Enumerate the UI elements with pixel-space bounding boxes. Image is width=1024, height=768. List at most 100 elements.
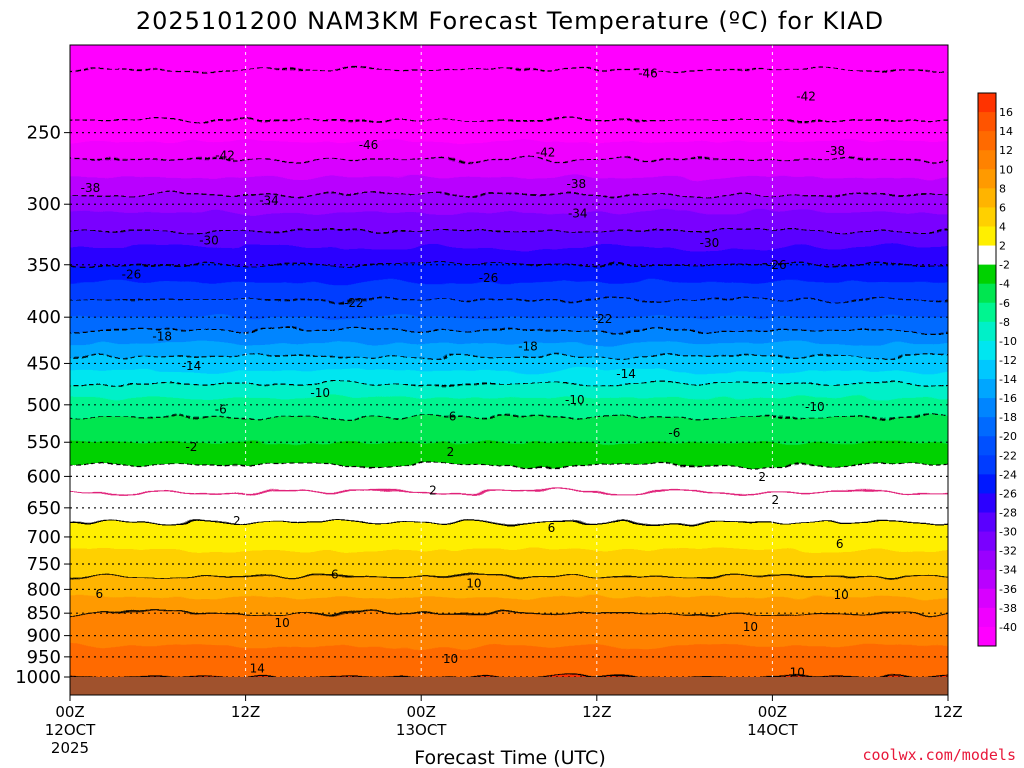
contour-label: -38 [567,177,587,191]
colorbar-label: -16 [999,392,1017,405]
colorbar-cell [978,626,996,647]
contour-label: -42 [536,146,556,160]
colorbar-label: -8 [999,316,1010,329]
contour-label: -18 [152,329,172,343]
y-tick-label: 700 [27,527,61,548]
x-tick-label: 14OCT [747,721,798,739]
colorbar-label: -18 [999,411,1017,424]
y-tick-label: 900 [27,626,61,647]
colorbar-cell [978,379,996,399]
colorbar-cell [978,283,996,304]
colorbar-cell [978,150,996,170]
colorbar-label: -10 [999,335,1017,348]
colorbar-cell [978,302,996,323]
colorbar-cell [978,93,996,113]
colorbar-cell [978,112,996,132]
x-tick-label: 12OCT [45,721,96,739]
x-tick-label: 00Z [758,703,787,721]
contour-label: -42 [215,149,235,163]
y-tick-label: 400 [27,307,61,328]
contour-label: 6 [331,567,339,581]
chart-title: 2025101200 NAM3KM Forecast Temperature (… [136,7,884,35]
contour-label: -34 [259,193,279,207]
colorbar-label: -22 [999,449,1017,462]
colorbar-label: 10 [999,163,1013,176]
contour-label: -22 [344,296,364,310]
colorbar-cell [978,131,996,151]
y-tick-label: 750 [27,554,61,575]
colorbar-cell [978,188,996,208]
contour-label: 10 [443,652,458,666]
contour-label: -26 [479,271,499,285]
contour-label: -38 [81,181,101,195]
contour-label: -22 [593,312,613,326]
colorbar-cell [978,264,996,285]
x-tick-label: 2025 [51,739,89,757]
plot-area: -46-42-46-42 -42 -38-38 -38-34-34-30 -30-26-… [69,44,949,696]
contour-label: -30 [700,236,720,250]
contour-label: -6 [444,409,456,423]
contour-label: -38 [826,144,846,158]
colorbar-label: -2 [999,259,1010,272]
colorbar-cell [978,169,996,189]
x-tick-label: 00Z [55,703,84,721]
colorbar-cell [978,531,996,552]
colorbar-label: -26 [999,487,1017,500]
contour-label: 2 [758,470,766,484]
contour-label: -26 [767,258,787,272]
contour-label: -46 [638,66,658,80]
colorbar-label: -28 [999,507,1017,520]
y-tick-label: 500 [27,395,61,416]
colorbar-cell [978,398,996,418]
ground-fill [70,677,948,695]
colorbar-label: -36 [999,583,1017,596]
contour-label: -14 [182,359,202,373]
y-tick-label: 300 [27,194,61,215]
colorbar-cell [978,550,996,571]
colorbar-label: 12 [999,144,1013,157]
colorbar-cell [978,607,996,628]
contour-label: 10 [275,616,290,630]
colorbar-label: -40 [999,621,1017,634]
colorbar-label: -20 [999,430,1017,443]
colorbar: 16 14 12 10 8 6 4 2 -2 -4 -6 -8 -10 -12 -14 -16 -18 -20 -2… [977,92,1017,647]
credit-label: coolwx.com/models [862,746,1016,764]
contour-label: -10 [310,386,330,400]
colorbar-cell [978,340,996,361]
y-tick-label: 450 [27,353,61,374]
contour-label: -18 [518,339,538,353]
contour-label: 2 [233,514,241,528]
colorbar-cell [978,588,996,609]
y-tick-label: 950 [27,647,61,668]
colorbar-cell [978,493,996,514]
colorbar-cell [978,207,996,227]
colorbar-label: -32 [999,545,1017,558]
contour-label: 6 [548,521,556,535]
colorbar-label: -4 [999,278,1010,291]
contour-label: 2 [772,493,780,507]
colorbar-cell [978,512,996,533]
colorbar-cell [978,417,996,437]
y-tick-label: 650 [27,498,61,519]
contour-label: -6 [668,426,680,440]
colorbar-label: -6 [999,297,1010,310]
colorbar-label: 6 [999,201,1006,214]
y-tick-label: 350 [27,255,61,276]
colorbar-label: 2 [999,240,1006,253]
colorbar-label: 14 [999,125,1013,138]
contour-label: 10 [466,576,481,590]
colorbar-cell [978,226,996,247]
contour-label: -10 [565,393,585,407]
contour-label: -2 [185,440,197,454]
colorbar-cell [978,455,996,475]
colorbar-label: 16 [999,106,1013,119]
colorbar-cell [978,245,996,266]
contour-label: -46 [359,138,379,152]
x-tick-label: 12Z [582,703,611,721]
y-tick-label: 600 [27,466,61,487]
contour-label: 14 [250,661,265,675]
y-tick-label: 550 [27,432,61,453]
y-tick-label: 1000 [15,667,61,688]
